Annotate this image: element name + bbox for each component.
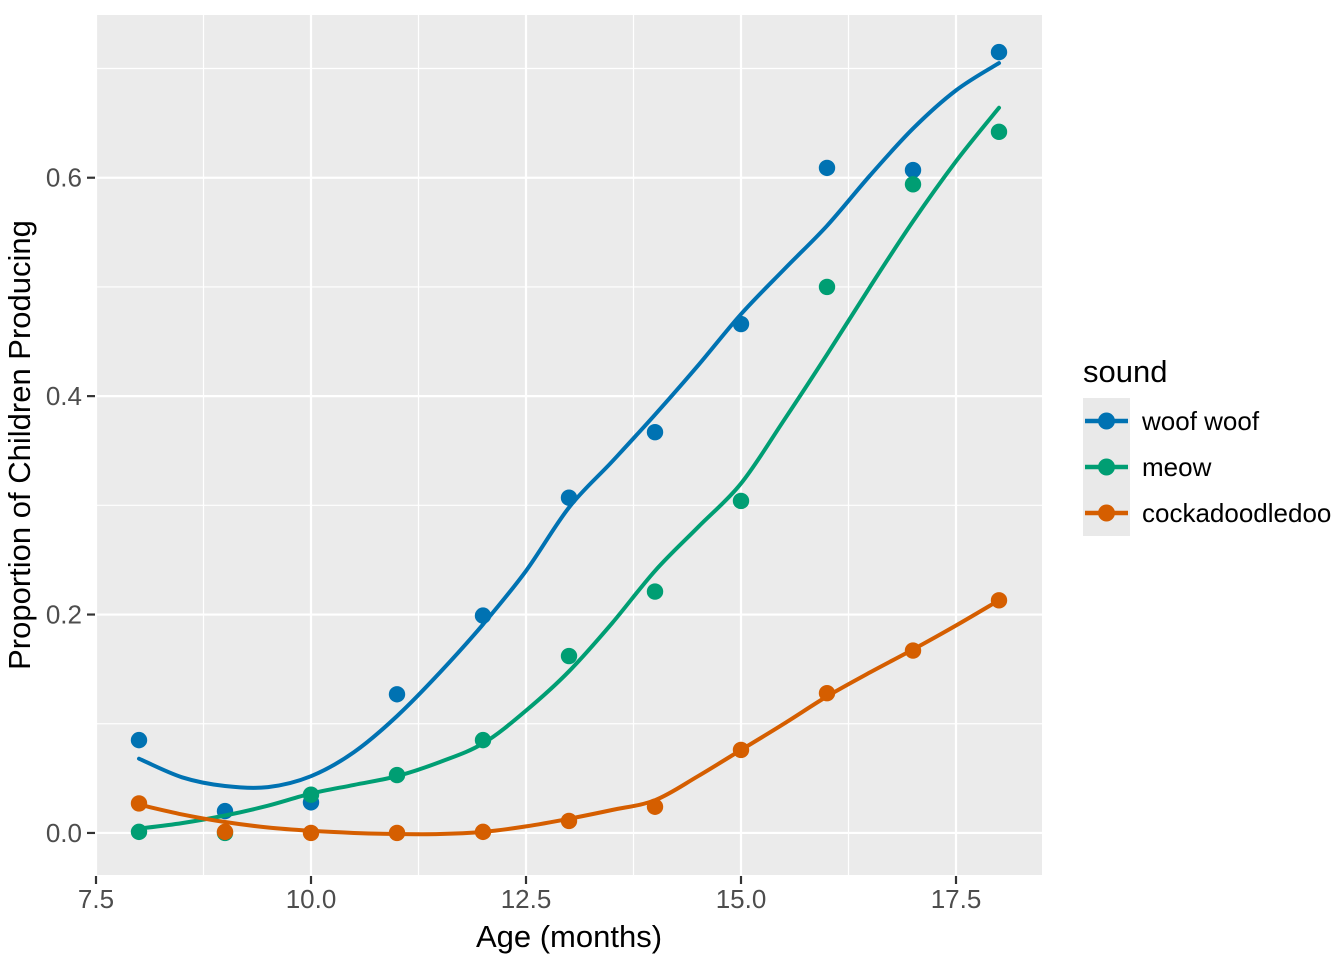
- point-woof-woof: [388, 686, 406, 703]
- point-cockadoodledoo: [474, 823, 492, 841]
- point-meow: [302, 786, 320, 803]
- legend-label-meow: meow: [1142, 452, 1212, 482]
- smooth-line-woof-woof: [137, 61, 1001, 790]
- legend-label-cockadoodledoo: cockadoodledoo: [1142, 498, 1331, 528]
- legend-key-point-woof-woof: [1098, 412, 1115, 430]
- y-tick-label: 0.2: [46, 600, 82, 630]
- legend-key-point-meow: [1098, 458, 1115, 476]
- point-cockadoodledoo: [388, 824, 406, 842]
- point-meow: [474, 731, 492, 749]
- point-cockadoodledoo: [732, 741, 750, 759]
- point-woof-woof: [474, 607, 492, 624]
- data-layer: [130, 43, 1008, 842]
- legend-title: sound: [1083, 354, 1167, 389]
- legend-key-point-cockadoodledoo: [1098, 504, 1115, 522]
- point-woof-woof: [130, 731, 148, 749]
- point-woof-woof: [560, 489, 578, 506]
- y-tick-label: 0.6: [46, 163, 82, 193]
- point-meow: [388, 766, 406, 784]
- point-woof-woof: [904, 161, 922, 179]
- x-axis-tick-labels: 7.5 10.0 12.5 15.0 17.5: [78, 884, 981, 914]
- point-meow: [732, 492, 750, 510]
- point-meow: [818, 278, 836, 296]
- point-cockadoodledoo: [818, 684, 836, 702]
- point-woof-woof: [990, 43, 1008, 61]
- y-axis-title: Proportion of Children Producing: [2, 220, 37, 670]
- point-woof-woof: [818, 159, 836, 177]
- point-cockadoodledoo: [216, 823, 234, 841]
- gridlines: [94, 15, 1042, 875]
- x-tick-label: 15.0: [716, 884, 767, 914]
- smooth-line-meow: [137, 105, 1001, 831]
- point-woof-woof: [732, 315, 750, 333]
- point-meow: [130, 823, 148, 841]
- legend: sound woof woof meow cockadoodledoo: [1083, 354, 1331, 536]
- point-cockadoodledoo: [646, 798, 664, 815]
- point-meow: [646, 583, 664, 600]
- point-woof-woof: [646, 423, 664, 441]
- y-axis-tick-labels: 0.0 0.2 0.4 0.6: [46, 163, 82, 848]
- x-tick-label: 17.5: [931, 884, 982, 914]
- y-tick-label: 0.4: [46, 381, 82, 411]
- point-cockadoodledoo: [302, 824, 320, 842]
- legend-label-woof-woof: woof woof: [1141, 406, 1260, 436]
- y-tick-label: 0.0: [46, 818, 82, 848]
- point-meow: [560, 647, 578, 665]
- point-meow: [904, 176, 922, 193]
- point-cockadoodledoo: [130, 795, 148, 812]
- point-meow: [990, 123, 1008, 141]
- point-cockadoodledoo: [560, 812, 578, 830]
- x-tick-label: 10.0: [286, 884, 337, 914]
- point-cockadoodledoo: [990, 592, 1008, 609]
- x-tick-label: 7.5: [78, 884, 114, 914]
- point-cockadoodledoo: [904, 642, 922, 659]
- x-tick-label: 12.5: [501, 884, 552, 914]
- axis-tick-marks: [87, 176, 958, 884]
- x-axis-title: Age (months): [476, 919, 662, 954]
- legend-keys: woof woof meow cockadoodledoo: [1083, 398, 1331, 536]
